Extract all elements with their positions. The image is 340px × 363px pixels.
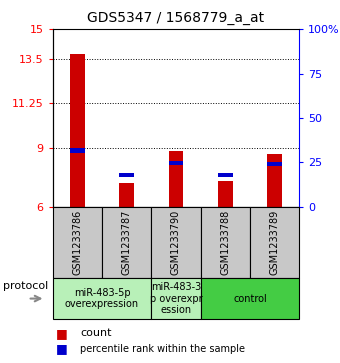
Text: miR-483-5p
overexpression: miR-483-5p overexpression bbox=[65, 288, 139, 309]
Text: protocol: protocol bbox=[3, 281, 49, 291]
Bar bbox=[201, 207, 250, 278]
Bar bbox=[53, 207, 102, 278]
Text: ■: ■ bbox=[56, 342, 72, 355]
Text: GSM1233787: GSM1233787 bbox=[122, 209, 132, 275]
Bar bbox=[218, 181, 233, 207]
Title: GDS5347 / 1568779_a_at: GDS5347 / 1568779_a_at bbox=[87, 11, 265, 25]
Bar bbox=[119, 173, 134, 177]
Bar bbox=[70, 148, 85, 152]
Bar bbox=[119, 183, 134, 207]
Bar bbox=[250, 207, 299, 278]
Bar bbox=[169, 151, 183, 207]
Bar bbox=[218, 173, 233, 177]
Bar bbox=[151, 207, 201, 278]
Text: ■: ■ bbox=[56, 327, 72, 340]
Bar bbox=[102, 207, 151, 278]
Text: GSM1233789: GSM1233789 bbox=[270, 210, 279, 275]
Text: control: control bbox=[233, 294, 267, 303]
Bar bbox=[151, 278, 201, 319]
Bar bbox=[169, 161, 183, 166]
Bar bbox=[53, 278, 151, 319]
Text: GSM1233786: GSM1233786 bbox=[72, 210, 82, 275]
Text: GSM1233790: GSM1233790 bbox=[171, 210, 181, 275]
Text: percentile rank within the sample: percentile rank within the sample bbox=[80, 344, 245, 354]
Bar bbox=[201, 278, 299, 319]
Text: count: count bbox=[80, 328, 112, 338]
Bar bbox=[267, 162, 282, 166]
Bar bbox=[70, 54, 85, 207]
Bar bbox=[267, 154, 282, 207]
Text: miR-483-3
p overexpr
ession: miR-483-3 p overexpr ession bbox=[150, 282, 202, 315]
Text: GSM1233788: GSM1233788 bbox=[220, 210, 230, 275]
